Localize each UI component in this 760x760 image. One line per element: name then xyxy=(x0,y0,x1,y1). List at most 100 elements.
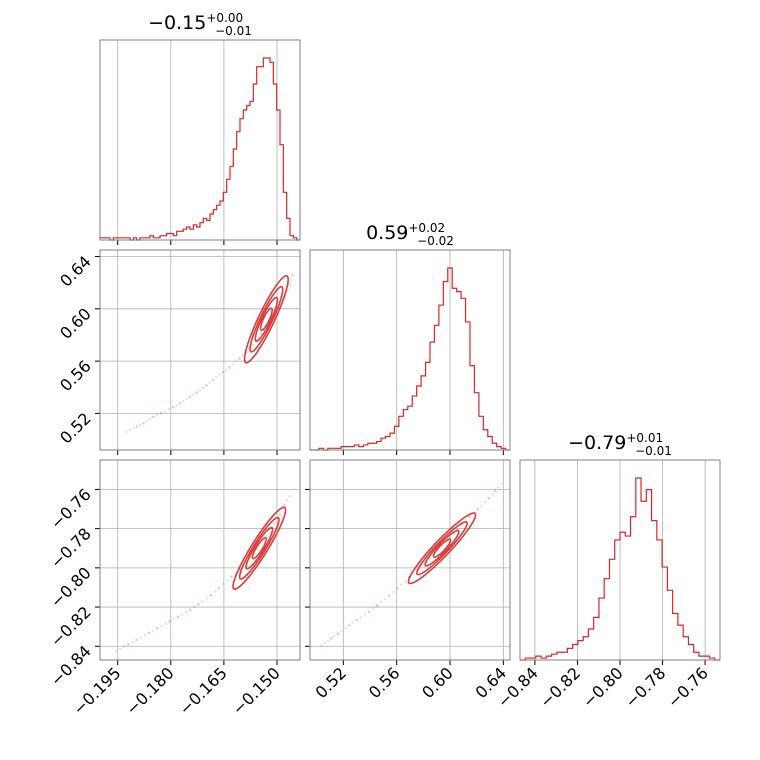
scatter-point xyxy=(175,404,178,407)
scatter-point xyxy=(340,629,343,633)
x-tick-label: −0.150 xyxy=(229,663,284,718)
histogram-panel-param2: 0.59+0.02 −0.02 xyxy=(309,221,511,455)
scatter-point xyxy=(228,366,232,369)
scatter-point xyxy=(500,482,503,485)
scatter-point xyxy=(198,389,201,392)
scatter-point xyxy=(396,587,399,590)
scatter-point xyxy=(141,422,145,425)
scatter-point xyxy=(494,489,497,493)
scatter-point xyxy=(379,601,383,604)
scatter-point xyxy=(189,395,192,398)
scatter-point xyxy=(284,504,287,507)
scatter-point xyxy=(222,582,225,586)
scatter-point xyxy=(135,638,138,642)
scatter-point xyxy=(128,428,132,431)
y-tick-label: −0.82 xyxy=(47,602,95,650)
scatter-point xyxy=(279,513,282,517)
scatter-point xyxy=(159,412,162,415)
panel-title: −0.15+0.00 −0.01 xyxy=(148,11,252,38)
scatter-point xyxy=(359,616,362,619)
y-tick-label: 0.56 xyxy=(56,357,95,396)
panel-frame xyxy=(519,459,721,661)
scatter-point xyxy=(395,586,399,590)
scatter-point xyxy=(205,597,208,600)
scatter-point xyxy=(171,406,175,409)
density-contour xyxy=(249,285,284,353)
scatter-point xyxy=(351,621,354,624)
panel-frame xyxy=(309,249,511,451)
scatter-point xyxy=(336,632,340,635)
density-contour xyxy=(424,529,460,567)
scatter-point xyxy=(320,644,323,647)
scatter-point xyxy=(292,274,295,277)
x-tick-label: −0.78 xyxy=(621,663,669,711)
scatter-point xyxy=(227,366,231,369)
x-tick-label: −0.76 xyxy=(664,663,712,711)
scatter-point xyxy=(347,624,350,627)
scatter-point xyxy=(480,504,483,507)
scatter-point xyxy=(122,645,126,648)
density-contour xyxy=(251,537,267,560)
scatter-point xyxy=(131,640,134,644)
scatter-point xyxy=(217,586,221,589)
title-upper-error: +0.02 xyxy=(408,221,445,235)
scatter-point xyxy=(289,278,293,282)
scatter-point xyxy=(152,415,155,418)
y-tick-label: −0.80 xyxy=(47,563,95,611)
scatter-point xyxy=(194,391,198,395)
scatter-point xyxy=(202,386,205,390)
scatter-point xyxy=(155,627,159,630)
scatter-point xyxy=(172,617,175,621)
scatter-point xyxy=(155,413,158,416)
scatter-point xyxy=(179,401,182,405)
density-contour xyxy=(232,506,287,591)
scatter-point xyxy=(448,536,451,539)
scatter-point xyxy=(142,421,145,425)
scatter-point xyxy=(336,632,339,636)
panel-title: −0.79+0.01 −0.01 xyxy=(568,431,672,458)
scatter-point xyxy=(231,363,234,366)
scatter-point xyxy=(282,503,286,506)
scatter-point xyxy=(412,572,415,575)
title-lower-error: −0.01 xyxy=(215,24,252,38)
scatter-point xyxy=(205,384,209,387)
scatter-point xyxy=(192,393,195,396)
scatter-point xyxy=(176,615,180,618)
scatter-point xyxy=(209,593,213,597)
x-tick-label: −0.82 xyxy=(536,663,584,711)
scatter-point xyxy=(493,489,497,492)
density-contour xyxy=(238,516,280,580)
scatter-point xyxy=(265,535,268,538)
density-contour xyxy=(432,538,452,558)
density-contour xyxy=(407,512,477,585)
scatter-point xyxy=(330,636,333,640)
scatter-point xyxy=(135,638,138,641)
scatter-point xyxy=(235,360,238,363)
histogram-panel-param3: −0.84−0.82−0.80−0.78−0.76−0.79+0.01 −0.01 xyxy=(494,431,721,711)
scatter-point xyxy=(178,402,181,405)
scatter-point xyxy=(168,619,171,623)
y-tick-label: −0.76 xyxy=(47,485,95,533)
scatter-point xyxy=(375,604,379,607)
scatter-point xyxy=(197,603,200,606)
scatter-point xyxy=(145,420,148,423)
scatter-point xyxy=(367,610,371,613)
scatter-point xyxy=(391,590,395,594)
scatter-point xyxy=(497,486,500,489)
title-lower-error: −0.02 xyxy=(417,234,454,248)
scatter-point xyxy=(189,608,192,611)
scatter-point xyxy=(287,288,290,292)
scatter-point xyxy=(468,516,472,519)
x-tick-label: −0.80 xyxy=(579,663,627,711)
x-tick-label: −0.165 xyxy=(175,663,230,718)
scatter-point xyxy=(487,497,491,500)
scatter-point xyxy=(491,493,494,496)
scatter-point xyxy=(399,583,403,586)
scatter-point xyxy=(268,531,272,534)
scatter-point xyxy=(151,629,155,632)
density-contour xyxy=(254,296,279,342)
scatter-point xyxy=(323,641,327,645)
scatter-point xyxy=(168,620,171,623)
scatter-point xyxy=(114,650,118,653)
histogram-line xyxy=(520,477,720,661)
